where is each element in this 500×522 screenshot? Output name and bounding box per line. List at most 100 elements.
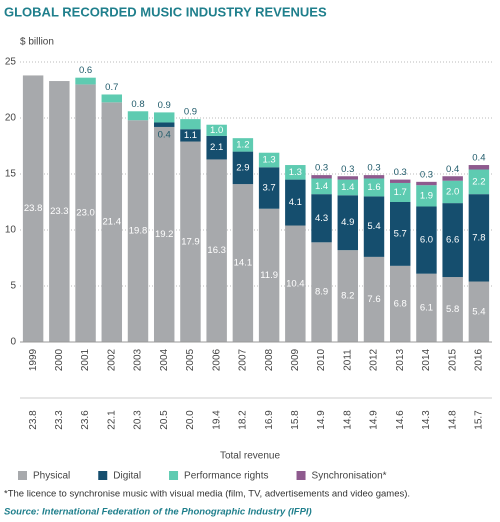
x-tick-label: 2011 [342, 349, 353, 371]
bar-value-label: 0.7 [105, 82, 118, 93]
total-value: 14.8 [342, 410, 353, 430]
bar-value-label: 10.4 [286, 278, 305, 289]
legend-label: Synchronisation* [312, 471, 387, 482]
bar-segment [285, 165, 306, 180]
y-tick-label: 15 [5, 169, 17, 180]
bar-value-label: 1.1 [184, 130, 197, 141]
bar-value-label: 8.9 [315, 287, 328, 298]
bar-segment [127, 111, 149, 121]
bar-value-label: 0.4 [446, 164, 459, 175]
bar-value-label: 19.8 [129, 226, 148, 237]
total-value: 20.5 [159, 410, 170, 430]
bar-segment [442, 277, 463, 342]
bar-segment [311, 178, 332, 195]
footnote: *The licence to synchronise music with v… [4, 489, 410, 500]
chart-title: GLOBAL RECORDED MUSIC INDUSTRY REVENUES [4, 4, 327, 19]
bar-value-label: 11.9 [260, 270, 278, 281]
bar-segment [127, 120, 149, 343]
bar-segment [311, 194, 332, 243]
bar-segment [75, 84, 96, 343]
bar-value-label: 17.9 [181, 236, 200, 247]
bar-value-label: 14.1 [234, 258, 253, 269]
y-tick-label: 5 [10, 281, 16, 292]
bar-value-label: 16.3 [207, 245, 226, 256]
bar-value-label: 7.8 [472, 232, 485, 243]
bar-segment [416, 181, 437, 186]
bar-value-label: 6.0 [420, 235, 433, 246]
total-value: 14.9 [369, 410, 380, 430]
bar-value-label: 1.3 [263, 155, 276, 166]
total-value: 23.8 [28, 410, 39, 430]
bar-value-label: 1.9 [420, 190, 433, 201]
bar-value-label: 2.9 [236, 162, 249, 173]
total-value: 15.7 [474, 410, 485, 430]
bar-segment [206, 124, 227, 136]
total-value: 20.0 [185, 410, 196, 430]
bar-value-label: 6.6 [446, 235, 459, 246]
bar-segment [258, 208, 280, 342]
bar-segment [206, 135, 227, 160]
bar-segment [468, 169, 490, 195]
bar-value-label: 0.3 [315, 163, 328, 174]
bar-segment [363, 196, 385, 257]
bar-segment [468, 165, 490, 170]
bar-value-label: 0.8 [131, 99, 144, 110]
bar-value-label: 4.1 [289, 197, 302, 208]
bar-value-label: 5.8 [446, 304, 459, 315]
bar-value-label: 2.1 [210, 142, 223, 153]
bar-value-label: 2.2 [472, 176, 485, 187]
x-tick-label: 2016 [474, 348, 485, 371]
bar-segment [337, 179, 359, 196]
bar-segment [311, 242, 332, 342]
total-value: 15.8 [290, 410, 301, 430]
total-value: 20.3 [133, 410, 144, 430]
total-value: 23.6 [80, 410, 91, 430]
bar-segment [363, 256, 385, 342]
bar-segment [101, 94, 123, 103]
total-value: 14.6 [395, 410, 406, 430]
bar-segment [153, 126, 175, 343]
y-axis-label: $ billion [20, 37, 54, 48]
legend-label: Performance rights [184, 471, 268, 482]
bar-value-label: 21.4 [103, 217, 122, 228]
bar-value-label: 0.4 [472, 153, 485, 164]
x-tick-label: 2014 [421, 348, 432, 371]
bar-value-label: 3.7 [263, 183, 276, 194]
x-tick-label: 2004 [159, 348, 170, 371]
total-value: 16.9 [264, 410, 275, 430]
bar-segment [468, 281, 490, 342]
y-tick-label: 25 [5, 57, 17, 68]
bar-segment [311, 175, 332, 179]
legend-swatch [98, 471, 108, 480]
bar-value-label: 6.8 [394, 298, 407, 309]
legend-label: Digital [113, 471, 141, 482]
bar-segment [337, 250, 359, 342]
y-tick-label: 10 [5, 225, 17, 236]
bar-segment [153, 122, 175, 127]
total-value: 14.8 [447, 410, 458, 430]
bar-value-label: 0.9 [184, 107, 197, 118]
bar-value-label: 5.4 [367, 221, 380, 232]
x-tick-label: 2010 [316, 348, 327, 371]
x-tick-label: 2006 [211, 348, 222, 371]
total-value: 18.2 [238, 410, 249, 430]
bar-value-label: 0.3 [367, 163, 380, 174]
bar-segment [416, 206, 437, 274]
y-tick-label: 0 [10, 337, 16, 348]
x-tick-label: 2000 [54, 348, 65, 371]
bar-value-label: 0.3 [420, 169, 433, 180]
x-tick-label: 2005 [185, 348, 196, 371]
x-tick-label: 2013 [395, 348, 406, 371]
bar-segment [442, 176, 463, 181]
bar-value-label: 1.7 [394, 187, 407, 198]
bar-segment [206, 159, 227, 342]
bar-value-label: 0.4 [158, 129, 171, 140]
bar-segment [75, 77, 96, 85]
bar-value-label: 6.1 [420, 302, 433, 313]
x-tick-label: 2012 [369, 348, 380, 371]
bar-value-label: 19.2 [155, 229, 174, 240]
x-tick-label: 2002 [106, 348, 117, 371]
bar-segment [153, 112, 175, 123]
total-value: 14.3 [421, 410, 432, 430]
bar-value-label: 23.8 [24, 203, 43, 214]
